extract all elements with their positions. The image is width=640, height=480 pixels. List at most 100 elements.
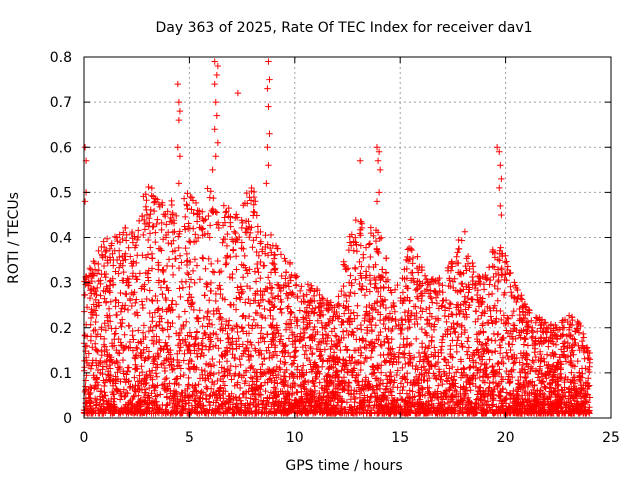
data-point [361, 292, 369, 299]
data-point [433, 300, 441, 307]
data-point [455, 333, 462, 341]
data-point [115, 270, 122, 277]
data-point [270, 384, 278, 391]
data-point [534, 396, 542, 403]
data-point [318, 294, 326, 302]
data-point [461, 313, 469, 321]
data-point [102, 409, 109, 416]
data-point [507, 269, 514, 277]
data-point [425, 404, 432, 412]
data-point [575, 319, 583, 327]
data-point [476, 354, 483, 362]
data-point [383, 396, 390, 404]
data-point [357, 344, 364, 352]
data-point [171, 228, 178, 235]
data-point [122, 224, 129, 232]
data-point [401, 354, 408, 361]
data-point [529, 324, 536, 332]
data-point [423, 332, 431, 339]
data-point [157, 344, 164, 352]
data-point [116, 238, 124, 246]
data-point [445, 282, 452, 290]
data-point [524, 383, 532, 391]
data-point [196, 276, 204, 283]
data-point [529, 341, 537, 349]
data-point [92, 376, 100, 383]
data-point [568, 348, 576, 356]
data-point [183, 318, 190, 325]
data-point [294, 363, 301, 370]
data-point [484, 303, 491, 311]
data-point [257, 287, 264, 295]
data-point [346, 318, 353, 326]
data-point [465, 304, 472, 311]
data-point [526, 409, 533, 416]
data-point [185, 220, 192, 227]
data-point [458, 323, 465, 331]
data-point [290, 291, 297, 298]
data-point [365, 316, 373, 324]
data-point [148, 337, 156, 344]
data-point [254, 265, 261, 272]
data-point [269, 372, 277, 379]
data-point [356, 280, 363, 288]
data-point [219, 405, 227, 412]
data-point [439, 297, 446, 305]
data-point [272, 398, 280, 405]
data-point [471, 284, 479, 292]
data-point [408, 309, 415, 317]
data-point [121, 331, 128, 338]
data-point [525, 323, 532, 331]
data-point [177, 410, 184, 417]
data-point [565, 312, 573, 319]
data-point [258, 324, 265, 332]
data-point [166, 380, 173, 387]
data-point [155, 321, 163, 329]
data-point [249, 375, 256, 382]
data-point [341, 262, 349, 270]
data-point [475, 367, 482, 374]
data-point [247, 374, 255, 381]
data-point [447, 342, 454, 350]
data-point [240, 312, 247, 319]
data-point [473, 396, 480, 403]
data-point [554, 326, 562, 334]
data-point [457, 390, 464, 398]
data-point [298, 366, 306, 374]
data-point [382, 304, 390, 312]
data-point [483, 401, 490, 408]
data-point [348, 371, 356, 379]
data-point [282, 359, 289, 366]
data-point [459, 280, 466, 288]
data-point [167, 214, 174, 222]
data-point [468, 295, 476, 303]
data-point [355, 382, 363, 389]
data-point [334, 396, 341, 403]
data-point [261, 338, 268, 345]
data-point [271, 265, 278, 273]
data-point [133, 275, 140, 283]
data-point [214, 377, 221, 385]
data-point [489, 362, 496, 370]
data-point [510, 387, 517, 395]
data-point [451, 387, 459, 394]
data-point [356, 258, 363, 266]
data-point [300, 292, 307, 300]
data-point [425, 370, 432, 377]
data-point [584, 347, 592, 355]
data-point [494, 360, 501, 368]
data-point [98, 252, 106, 260]
data-point [199, 254, 206, 261]
data-point [469, 273, 476, 281]
data-point [216, 358, 223, 366]
data-point [281, 255, 288, 262]
data-point [225, 321, 232, 329]
data-point [415, 382, 422, 389]
data-point [155, 305, 162, 312]
data-point [274, 371, 282, 379]
data-point [103, 235, 111, 243]
data-point [290, 357, 298, 364]
data-point [145, 267, 152, 274]
data-point [277, 305, 284, 312]
data-point [488, 387, 495, 394]
